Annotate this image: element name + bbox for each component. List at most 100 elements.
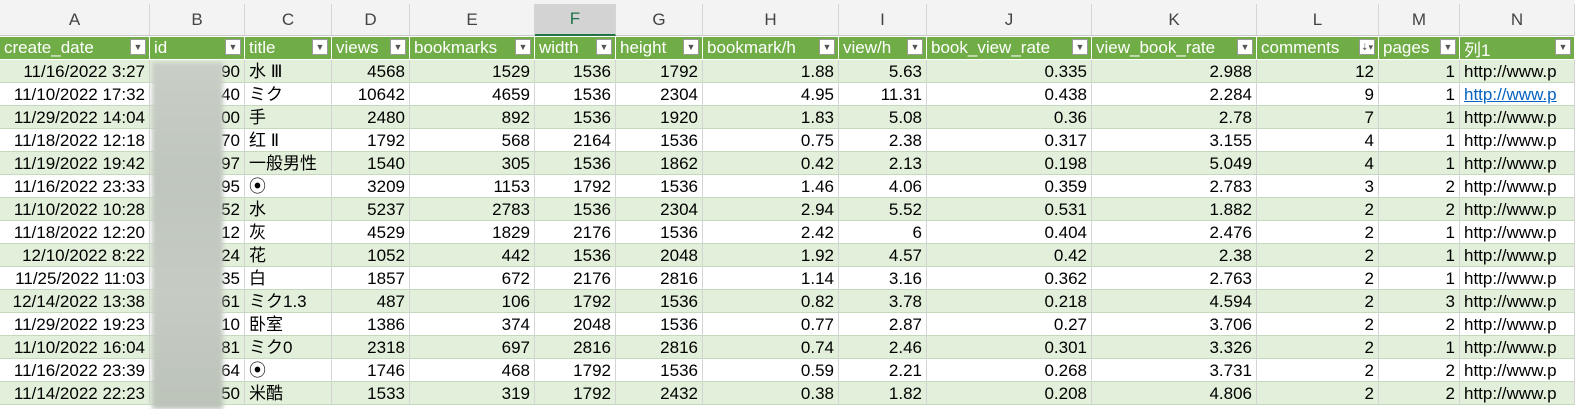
cell-width[interactable]: 1536 bbox=[535, 83, 616, 106]
column-letter-i[interactable]: I bbox=[839, 4, 927, 36]
cell-pages[interactable]: 3 bbox=[1379, 290, 1460, 313]
filter-dropdown-icon[interactable]: ▼ bbox=[1237, 39, 1253, 55]
cell-views[interactable]: 487 bbox=[332, 290, 410, 313]
cell-bookmark-h[interactable]: 0.82 bbox=[703, 290, 839, 313]
cell-pages[interactable]: 1 bbox=[1379, 152, 1460, 175]
cell-view-h[interactable]: 3.16 bbox=[839, 267, 927, 290]
cell-1[interactable]: http://www.p bbox=[1460, 175, 1575, 198]
cell-create-date[interactable]: 11/10/2022 17:32 bbox=[0, 83, 150, 106]
cell-create-date[interactable]: 12/10/2022 8:22 bbox=[0, 244, 150, 267]
cell-create-date[interactable]: 11/16/2022 23:33 bbox=[0, 175, 150, 198]
cell-views[interactable]: 10642 bbox=[332, 83, 410, 106]
cell-height[interactable]: 1920 bbox=[616, 106, 703, 129]
cell-book-view-rate[interactable]: 0.27 bbox=[927, 313, 1092, 336]
cell-pages[interactable]: 2 bbox=[1379, 359, 1460, 382]
filter-dropdown-icon[interactable]: ▼ bbox=[225, 39, 241, 55]
cell-book-view-rate[interactable]: 0.317 bbox=[927, 129, 1092, 152]
cell-height[interactable]: 1792 bbox=[616, 60, 703, 83]
cell-create-date[interactable]: 11/14/2022 22:23 bbox=[0, 382, 150, 405]
cell-views[interactable]: 1792 bbox=[332, 129, 410, 152]
cell-comments[interactable]: 7 bbox=[1257, 106, 1379, 129]
cell-view-h[interactable]: 2.46 bbox=[839, 336, 927, 359]
cell-height[interactable]: 2816 bbox=[616, 267, 703, 290]
cell-views[interactable]: 4568 bbox=[332, 60, 410, 83]
cell-view-h[interactable]: 6 bbox=[839, 221, 927, 244]
cell-create-date[interactable]: 12/14/2022 13:38 bbox=[0, 290, 150, 313]
cell-title[interactable]: 手 bbox=[245, 106, 332, 129]
cell-view-book-rate[interactable]: 3.731 bbox=[1092, 359, 1257, 382]
cell-1[interactable]: http://www.p bbox=[1460, 198, 1575, 221]
cell-bookmark-h[interactable]: 2.94 bbox=[703, 198, 839, 221]
cell-width[interactable]: 1792 bbox=[535, 175, 616, 198]
column-letter-d[interactable]: D bbox=[332, 4, 410, 36]
cell-view-h[interactable]: 2.21 bbox=[839, 359, 927, 382]
cell-pages[interactable]: 1 bbox=[1379, 106, 1460, 129]
cell-1[interactable]: http://www.p bbox=[1460, 313, 1575, 336]
cell-bookmarks[interactable]: 1829 bbox=[410, 221, 535, 244]
cell-create-date[interactable]: 11/29/2022 14:04 bbox=[0, 106, 150, 129]
cell-height[interactable]: 1536 bbox=[616, 359, 703, 382]
cell-bookmarks[interactable]: 319 bbox=[410, 382, 535, 405]
filter-dropdown-icon[interactable]: ▼ bbox=[1440, 39, 1456, 55]
cell-view-book-rate[interactable]: 2.783 bbox=[1092, 175, 1257, 198]
cell-1[interactable]: http://www.p bbox=[1460, 221, 1575, 244]
cell-create-date[interactable]: 11/25/2022 11:03 bbox=[0, 267, 150, 290]
cell-width[interactable]: 1536 bbox=[535, 106, 616, 129]
column-letter-c[interactable]: C bbox=[245, 4, 332, 36]
cell-views[interactable]: 1540 bbox=[332, 152, 410, 175]
cell-comments[interactable]: 3 bbox=[1257, 175, 1379, 198]
cell-title[interactable]: 米酷 bbox=[245, 382, 332, 405]
column-letter-f[interactable]: F bbox=[535, 4, 616, 36]
column-letter-j[interactable]: J bbox=[927, 4, 1092, 36]
cell-1[interactable]: http://www.p bbox=[1460, 106, 1575, 129]
cell-title[interactable]: 灰 bbox=[245, 221, 332, 244]
cell-height[interactable]: 1536 bbox=[616, 290, 703, 313]
cell-view-book-rate[interactable]: 4.594 bbox=[1092, 290, 1257, 313]
cell-title[interactable]: 水 Ⅲ bbox=[245, 60, 332, 83]
cell-height[interactable]: 1536 bbox=[616, 313, 703, 336]
cell-bookmarks[interactable]: 2783 bbox=[410, 198, 535, 221]
cell-bookmarks[interactable]: 305 bbox=[410, 152, 535, 175]
filter-dropdown-icon[interactable]: ▼ bbox=[683, 39, 699, 55]
cell-comments[interactable]: 9 bbox=[1257, 83, 1379, 106]
cell-comments[interactable]: 4 bbox=[1257, 129, 1379, 152]
cell-view-h[interactable]: 3.78 bbox=[839, 290, 927, 313]
cell-height[interactable]: 1536 bbox=[616, 221, 703, 244]
cell-bookmarks[interactable]: 468 bbox=[410, 359, 535, 382]
cell-width[interactable]: 1536 bbox=[535, 198, 616, 221]
cell-pages[interactable]: 1 bbox=[1379, 221, 1460, 244]
cell-1[interactable]: http://www.p bbox=[1460, 83, 1575, 106]
cell-create-date[interactable]: 11/16/2022 3:27 bbox=[0, 60, 150, 83]
cell-pages[interactable]: 1 bbox=[1379, 244, 1460, 267]
cell-bookmark-h[interactable]: 0.74 bbox=[703, 336, 839, 359]
cell-1[interactable]: http://www.p bbox=[1460, 382, 1575, 405]
cell-width[interactable]: 1536 bbox=[535, 152, 616, 175]
cell-comments[interactable]: 2 bbox=[1257, 313, 1379, 336]
cell-views[interactable]: 1533 bbox=[332, 382, 410, 405]
cell-bookmark-h[interactable]: 0.38 bbox=[703, 382, 839, 405]
cell-1[interactable]: http://www.p bbox=[1460, 244, 1575, 267]
cell-book-view-rate[interactable]: 0.359 bbox=[927, 175, 1092, 198]
cell-comments[interactable]: 2 bbox=[1257, 382, 1379, 405]
cell-bookmark-h[interactable]: 1.83 bbox=[703, 106, 839, 129]
cell-bookmark-h[interactable]: 1.46 bbox=[703, 175, 839, 198]
cell-create-date[interactable]: 11/18/2022 12:20 bbox=[0, 221, 150, 244]
cell-book-view-rate[interactable]: 0.208 bbox=[927, 382, 1092, 405]
cell-height[interactable]: 2048 bbox=[616, 244, 703, 267]
cell-book-view-rate[interactable]: 0.301 bbox=[927, 336, 1092, 359]
cell-view-book-rate[interactable]: 2.78 bbox=[1092, 106, 1257, 129]
cell-title[interactable]: 一般男性 bbox=[245, 152, 332, 175]
sort-filter-icon[interactable]: ⇣▾ bbox=[1359, 39, 1375, 55]
column-letter-k[interactable]: K bbox=[1092, 4, 1257, 36]
column-letter-h[interactable]: H bbox=[703, 4, 839, 36]
cell-pages[interactable]: 1 bbox=[1379, 83, 1460, 106]
cell-1[interactable]: http://www.p bbox=[1460, 152, 1575, 175]
cell-views[interactable]: 1746 bbox=[332, 359, 410, 382]
cell-comments[interactable]: 2 bbox=[1257, 221, 1379, 244]
cell-height[interactable]: 2304 bbox=[616, 83, 703, 106]
cell-height[interactable]: 2816 bbox=[616, 336, 703, 359]
cell-book-view-rate[interactable]: 0.531 bbox=[927, 198, 1092, 221]
cell-comments[interactable]: 4 bbox=[1257, 152, 1379, 175]
cell-1[interactable]: http://www.p bbox=[1460, 290, 1575, 313]
cell-comments[interactable]: 2 bbox=[1257, 198, 1379, 221]
